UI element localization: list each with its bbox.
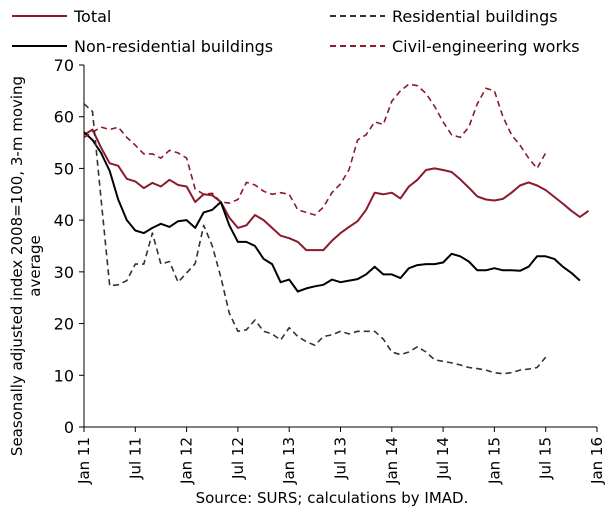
y-tick-label: 40: [54, 211, 74, 230]
x-tick-label: Jan 16: [588, 437, 606, 485]
legend: Total Non-residential buildings Residentia…: [12, 7, 580, 56]
x-tick-label: Jan 15: [485, 437, 503, 485]
series-line-civil-engineering-works: [83, 83, 547, 216]
legend-label: Residential buildings: [392, 7, 558, 26]
x-tick-label: Jan 13: [280, 437, 298, 485]
y-axis-label-line-1: Seasonally adjusted index 2008=100, 3-m …: [8, 76, 26, 456]
x-tick-label: Jul 14: [434, 437, 452, 480]
source-note: Source: SURS; calculations by IMAD.: [196, 489, 469, 507]
legend-label: Civil-engineering works: [392, 37, 580, 56]
axes: 0 10 20 30 40 50 60 70 Jan 11 Jul 11 Jan 12 Jul 12 J…: [54, 56, 606, 485]
y-tick-label: 0: [64, 418, 74, 437]
series-line-residential-buildings: [83, 103, 547, 375]
y-axis-label-line-2: average: [26, 235, 44, 296]
series-line-total: [83, 128, 590, 252]
y-tick-label: 70: [54, 56, 74, 75]
x-tick-label: Jan 12: [178, 437, 196, 485]
y-tick-label: 10: [54, 366, 74, 385]
x-tick-label: Jul 12: [229, 437, 247, 480]
series-layer: [83, 83, 590, 375]
x-tick-label: Jan 14: [383, 437, 401, 485]
y-tick-label: 60: [54, 108, 74, 127]
series-line-non-residential-buildings: [83, 131, 581, 293]
y-tick-label: 50: [54, 159, 74, 178]
y-tick-label: 30: [54, 263, 74, 282]
x-tick-label: Jan 11: [75, 437, 93, 485]
legend-label: Non-residential buildings: [74, 37, 273, 56]
y-tick-label: 20: [54, 315, 74, 334]
legend-label: Total: [73, 7, 111, 26]
x-tick-label: Jul 11: [126, 437, 144, 480]
x-tick-label: Jul 13: [332, 437, 350, 480]
x-tick-label: Jul 15: [537, 437, 555, 480]
